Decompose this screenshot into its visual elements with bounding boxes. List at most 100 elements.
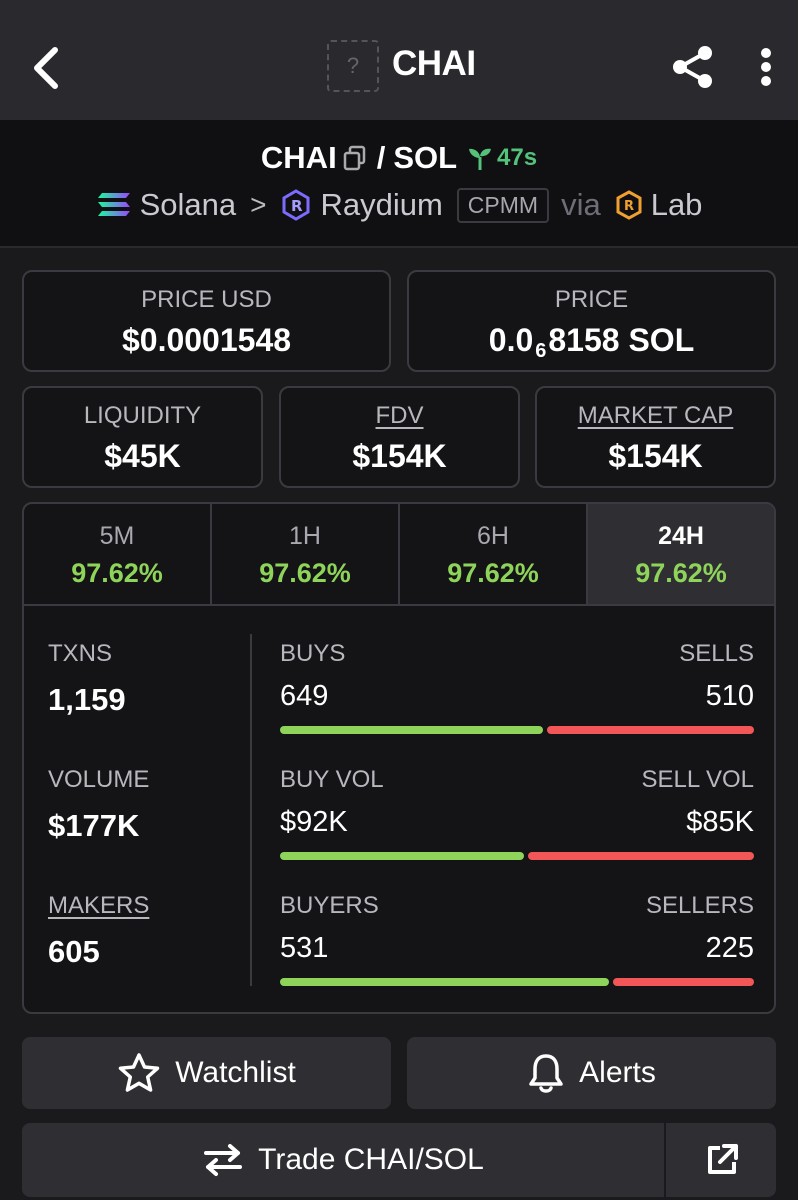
more-vertical-icon [761,48,771,86]
txns-label: TXNS [48,640,113,667]
trade-bar: Trade CHAI/SOL [22,1123,776,1197]
volume-label: VOLUME [48,766,150,793]
solana-icon [96,191,132,219]
price-usd-label: PRICE USD [141,286,272,313]
price-zero-count: 6 [535,340,547,362]
tab-24h[interactable]: 24H 97.62% [588,504,774,604]
alerts-label: Alerts [579,1056,656,1089]
pair-age-value: 47s [497,144,538,171]
volume-value: $177K [48,808,140,843]
tab-change: 97.62% [71,558,163,588]
buys-label: BUYS [280,640,346,667]
buys-sells-split: BUYS SELLS 649 510 [280,640,754,740]
page-title: CHAI [392,44,476,83]
chain-path: Solana > R Raydium CPMM via R Lab [0,182,798,228]
sellers-bar-fill [613,978,754,986]
more-options-button[interactable] [748,42,784,92]
price-label: PRICE [554,286,629,313]
watchlist-label: Watchlist [175,1056,296,1089]
market-cap-label[interactable]: MARKET CAP [577,402,734,429]
txns-value: 1,159 [48,682,126,717]
chain-name[interactable]: Solana [139,187,237,222]
stats-panel: 5M 97.62% 1H 97.62% 6H 97.62% 24H 97.62%… [22,502,776,1014]
sells-bar-fill [547,726,754,734]
svg-text:R: R [291,197,303,215]
price-prefix: 0.0 [488,322,534,358]
buys-bar-fill [280,726,544,734]
launchpad-name[interactable]: Lab [650,187,703,222]
fdv-box[interactable]: FDV $154K [279,386,520,488]
timeframe-tabs: 5M 97.62% 1H 97.62% 6H 97.62% 24H 97.62% [24,504,774,606]
pair-info: CHAI / SOL 47s Solana > R Raydium CPMM v… [0,120,798,248]
makers-label[interactable]: MAKERS [48,892,150,919]
tab-6h[interactable]: 6H 97.62% [400,504,588,604]
fdv-value: $154K [352,438,447,474]
pool-type-badge: CPMM [456,187,550,223]
pair-title: CHAI / SOL 47s [0,136,798,180]
tab-5m[interactable]: 5M 97.62% [24,504,212,604]
price-native-box: PRICE 0.0 68158 SOL [407,270,776,372]
buys-sells-bar [280,726,754,734]
makers-value: 605 [48,934,100,969]
liquidity-box: LIQUIDITY $45K [22,386,263,488]
tab-change: 97.62% [635,558,727,588]
fdv-label[interactable]: FDV [375,402,424,429]
buys-value: 649 [280,680,329,712]
market-cap-box[interactable]: MARKET CAP $154K [535,386,776,488]
alerts-button[interactable]: Alerts [407,1037,776,1109]
buy-vol-bar-fill [280,852,525,860]
watchlist-button[interactable]: Watchlist [22,1037,391,1109]
buyers-bar-fill [280,978,609,986]
buy-vol-value: $92K [280,806,348,838]
quote-symbol: SOL [393,140,458,175]
via-label: via [561,187,601,222]
sell-vol-value: $85K [686,806,754,838]
tab-change: 97.62% [259,558,351,588]
dex-name[interactable]: Raydium [320,187,443,222]
share-button[interactable] [668,40,718,94]
volume-bar [280,852,754,860]
raydium-icon: R [280,189,312,221]
buy-sell-volume-split: BUY VOL SELL VOL $92K $85K [280,766,754,866]
sellers-label: SELLERS [645,892,754,919]
swap-arrows-icon [204,1144,243,1176]
chain-chevron: > [250,189,267,220]
tab-label: 24H [658,522,704,550]
tab-label: 1H [289,522,321,550]
sell-vol-bar-fill [528,852,754,860]
copy-address-button[interactable] [343,145,367,171]
pair-age: 47s [467,144,537,172]
price-suffix: 8158 SOL [548,322,695,358]
trade-button[interactable]: Trade CHAI/SOL [22,1123,666,1197]
tab-label: 6H [477,522,509,550]
sells-value: 510 [705,680,754,712]
pair-separator: / [376,140,386,175]
buyers-value: 531 [280,932,329,964]
tab-change: 97.62% [447,558,539,588]
star-icon [118,1053,160,1092]
top-bar: ? CHAI [0,0,798,120]
volume-metric: VOLUME $177K [48,766,149,844]
token-logo-placeholder: ? [327,40,379,92]
buyers-sellers-split: BUYERS SELLERS 531 225 [280,892,754,992]
tab-1h[interactable]: 1H 97.62% [212,504,400,604]
back-button[interactable] [24,40,68,96]
svg-text:R: R [624,199,634,214]
trade-label: Trade CHAI/SOL [258,1143,484,1176]
open-external-button[interactable] [668,1123,776,1197]
bell-icon [529,1054,563,1093]
market-cap-value: $154K [608,438,703,474]
sellers-value: 225 [705,932,754,964]
sell-vol-label: SELL VOL [641,766,754,793]
txns-metric: TXNS 1,159 [48,640,126,718]
makers-metric[interactable]: MAKERS 605 [48,892,149,970]
buyers-bar [280,978,754,986]
sprout-icon [469,148,492,170]
buyers-label: BUYERS [280,892,379,919]
liquidity-value: $45K [104,438,181,474]
price-usd-value: $0.0001548 [121,322,292,358]
price-native-value: 0.0 68158 SOL [409,322,774,363]
buy-vol-label: BUY VOL [280,766,384,793]
back-arrow-icon [34,47,58,89]
share-icon [673,46,712,88]
